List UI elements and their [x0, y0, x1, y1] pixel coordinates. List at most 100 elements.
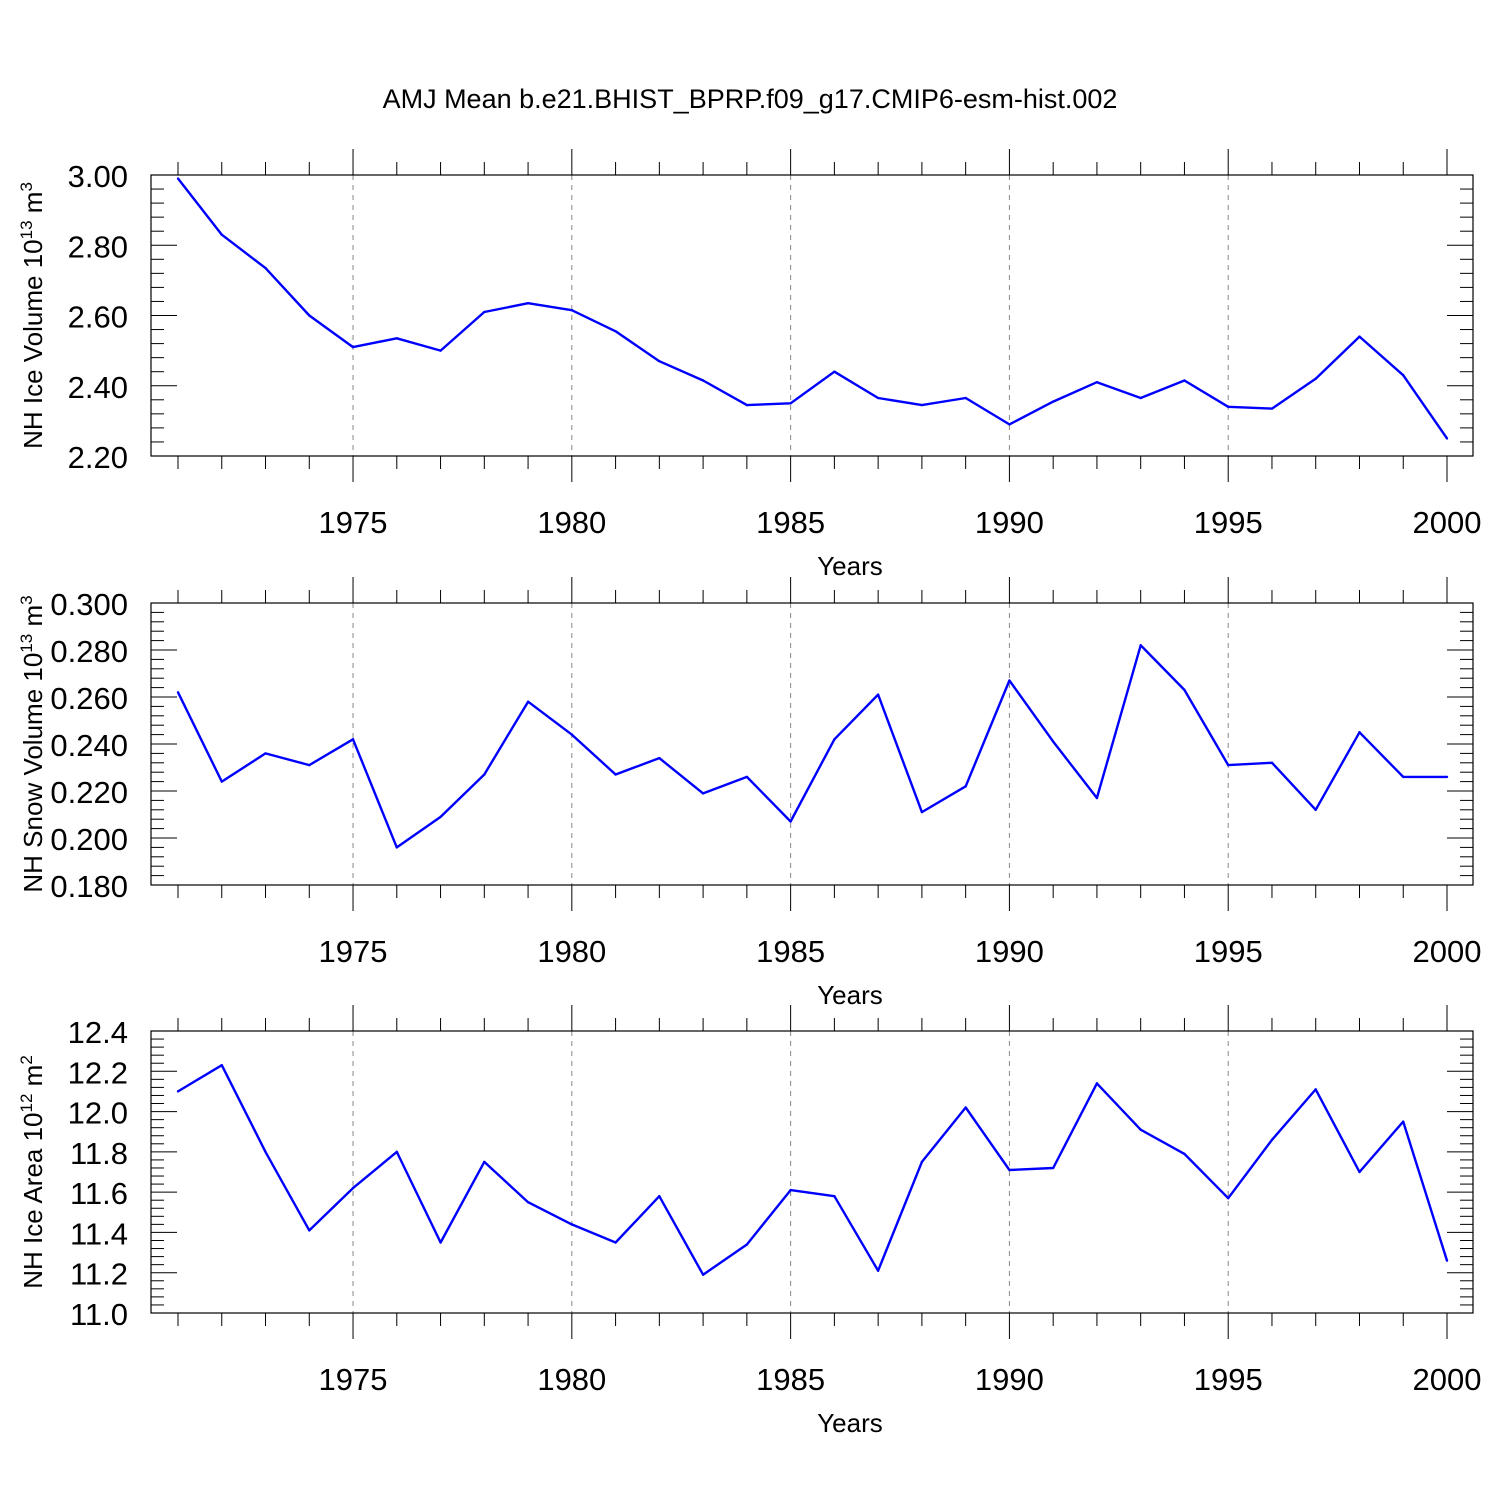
data-point [1402, 775, 1405, 779]
data-point [876, 693, 880, 696]
x-tick-label: 1990 [975, 505, 1044, 540]
x-tick-label: 1990 [975, 1362, 1044, 1397]
y-tick-label: 2.80 [68, 229, 128, 264]
x-tick-label: 1980 [537, 1362, 606, 1397]
data-point [351, 738, 355, 741]
data-point [1358, 1170, 1361, 1174]
x-tick-label: 1975 [319, 1362, 388, 1397]
data-point [1095, 1082, 1099, 1085]
data-point [1314, 377, 1317, 380]
x-tick-label: 2000 [1413, 934, 1482, 969]
x-tick-label: 1980 [537, 934, 606, 969]
data-point [833, 1194, 836, 1198]
data-point [964, 396, 967, 400]
data-point [745, 1243, 749, 1246]
data-point [176, 1090, 180, 1093]
data-point [1445, 775, 1449, 779]
data-point [658, 359, 661, 363]
data-point [1227, 1196, 1230, 1200]
y-axis-label: NH Ice Area 1012 m2 [17, 1055, 48, 1289]
data-point [1139, 1128, 1142, 1131]
data-point [1227, 763, 1230, 767]
y-tick-label: 0.300 [50, 587, 128, 622]
data-point [439, 1241, 442, 1244]
data-point [789, 1188, 792, 1192]
data-point [833, 738, 836, 741]
series-line [176, 644, 1447, 849]
data-point [1183, 688, 1186, 692]
data-point [614, 1241, 617, 1244]
y-axis-label-superscript: 13 [17, 634, 36, 653]
data-point [264, 752, 267, 755]
data-point [1008, 423, 1011, 426]
data-point [1139, 396, 1142, 400]
data-point [1051, 740, 1055, 743]
x-tick-label: 1975 [319, 934, 388, 969]
panel-2: 1975 1980 1985 1990 1995 2000 Years 0.180 0.200 0… [17, 577, 1481, 1010]
data-point [483, 310, 486, 314]
y-tick-label: 11.0 [70, 1297, 128, 1332]
data-point [483, 1160, 486, 1164]
x-tick-label: 2000 [1413, 505, 1482, 540]
data-point [1139, 644, 1142, 647]
y-tick-label: 11.2 [70, 1257, 128, 1292]
y-tick-label: 11.6 [70, 1176, 128, 1211]
data-point [920, 1160, 924, 1164]
data-point [526, 1201, 530, 1204]
y-axis-label-text: m [18, 605, 48, 634]
data-point [1051, 1166, 1055, 1170]
y-tick-label: 2.20 [68, 440, 128, 475]
y-tick-label: 0.200 [50, 822, 128, 857]
data-point [439, 349, 442, 352]
data-point [1051, 400, 1055, 403]
x-tick-label: 1995 [1194, 934, 1263, 969]
y-axis-label-superscript: 12 [17, 1094, 36, 1113]
x-tick-label: 1995 [1194, 1362, 1263, 1397]
y-tick-label: 0.260 [50, 681, 128, 716]
data-point [1445, 437, 1449, 440]
x-tick-label: 2000 [1413, 1362, 1482, 1397]
data-point [483, 773, 486, 776]
data-point [351, 1186, 355, 1190]
y-axis-label: NH Snow Volume 1013 m3 [17, 595, 48, 892]
y-axis-label-text: m [18, 1065, 48, 1094]
data-point [1270, 407, 1274, 410]
plot-frame [150, 174, 1474, 457]
data-point [658, 1194, 661, 1198]
data-point [1314, 1088, 1317, 1091]
data-point [1008, 1168, 1011, 1172]
data-point [526, 302, 530, 305]
panel-1: 1975 1980 1985 1990 1995 2000 Years 2.20 2.40 2.6… [17, 149, 1481, 581]
data-point [1095, 796, 1099, 800]
plot-frame [150, 602, 1474, 886]
data-point [220, 780, 223, 783]
y-tick-label: 0.240 [50, 728, 128, 763]
data-point [701, 1273, 705, 1276]
data-point [176, 177, 180, 180]
data-point [570, 733, 574, 736]
data-point [701, 792, 705, 795]
data-point [395, 846, 398, 849]
x-axis-label: Years [817, 980, 883, 1010]
x-tick-label: 1985 [756, 934, 825, 969]
y-axis-label: NH Ice Volume 1013 m3 [17, 182, 48, 449]
y-tick-label: 0.280 [50, 634, 128, 669]
data-point [1358, 335, 1361, 338]
data-point [1183, 1152, 1186, 1156]
data-point [701, 379, 705, 382]
data-point [789, 402, 792, 405]
data-point [395, 337, 398, 340]
data-point [264, 266, 267, 270]
x-axis-label: Years [817, 551, 883, 581]
data-point [920, 810, 924, 814]
y-tick-label: 0.220 [50, 775, 128, 810]
x-axis-label: Years [817, 1408, 883, 1438]
data-point [1402, 1120, 1405, 1123]
figure-title: AMJ Mean b.e21.BHIST_BPRP.f09_g17.CMIP6-… [382, 84, 1118, 114]
y-tick-label: 3.00 [68, 159, 128, 194]
data-point [1095, 381, 1099, 384]
data-point [1227, 405, 1230, 409]
x-tick-label: 1985 [756, 505, 825, 540]
